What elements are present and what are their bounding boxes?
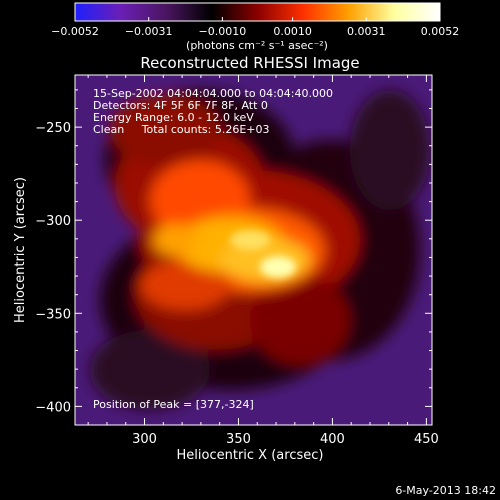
y-tick-label: −250 [35,121,71,136]
plot-frame [74,74,433,426]
x-tick-label: 400 [320,432,345,447]
colorbar-fill [74,2,441,22]
footer-date: 6-May-2013 18:42 [395,484,496,497]
colorbar-tick-label: −0.0052 [51,25,99,38]
colorbar-tick-label: 0.0010 [273,25,312,38]
annotation-energy-range: Energy Range: 6.0 - 12.0 keV [93,111,254,124]
x-axis-ticks: 300 350 400 450 [87,75,439,447]
y-tick-label: −350 [35,307,71,322]
annotation-clean-counts: Clean Total counts: 5.26E+03 [93,123,270,136]
annotation-peak-position: Position of Peak = [377,-324] [93,398,254,411]
colorbar-unit-label: (photons cm⁻² s⁻¹ asec⁻²) [186,39,328,52]
colorbar-tick-label: 0.0052 [421,25,460,38]
colorbar-tick-label: −0.0010 [199,25,247,38]
y-tick-label: −300 [35,214,71,229]
x-tick-label: 350 [226,432,251,447]
heatmap-image [75,75,432,425]
x-tick-label: 300 [132,432,157,447]
y-tick-label: −400 [35,400,71,415]
x-tick-label: 450 [414,432,439,447]
annotations: 15-Sep-2002 04:04:04.000 to 04:04:40.000… [93,87,333,411]
annotation-time-range: 15-Sep-2002 04:04:04.000 to 04:04:40.000 [93,87,333,100]
y-axis-label: Heliocentric Y (arcsec) [13,177,28,323]
colorbar-ticks: −0.0052 −0.0031 −0.0010 0.0010 0.0031 0.0052 [51,17,459,38]
y-axis-ticks: −250 −300 −350 −400 [35,89,432,415]
x-axis-label: Heliocentric X (arcsec) [177,448,324,463]
colorbar-tick-label: 0.0031 [347,25,386,38]
colorbar: −0.0052 −0.0031 −0.0010 0.0010 0.0031 0.0052 … [51,2,459,52]
annotation-detectors: Detectors: 4F 5F 6F 7F 8F, Att 0 [93,99,268,112]
chart-title: Reconstructed RHESSI Image [140,54,359,72]
colorbar-tick-label: −0.0031 [125,25,173,38]
